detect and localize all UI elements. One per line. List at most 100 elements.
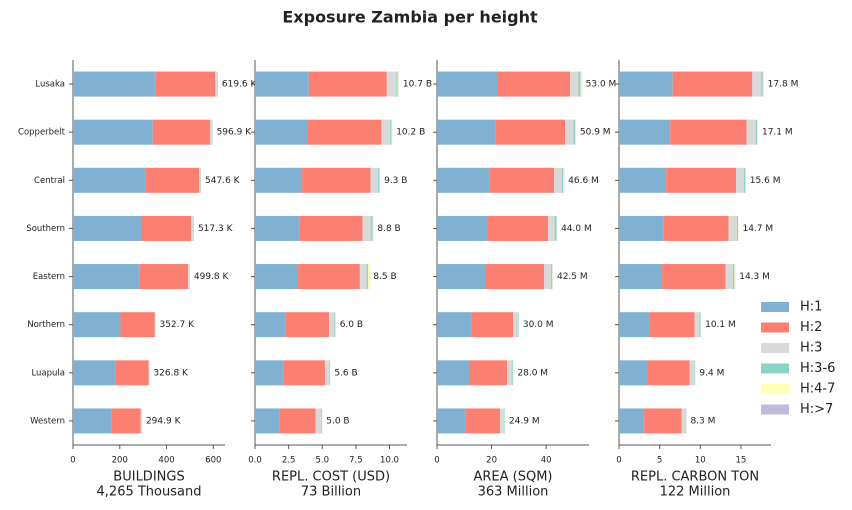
series (73, 71, 156, 434)
bar-segment (255, 215, 300, 241)
y-tick-label: Luapula (31, 368, 65, 378)
total-label: 547.6 K (205, 176, 241, 186)
bar-segment (517, 312, 519, 338)
bar-segment (694, 312, 700, 338)
total-label: 28.0 M (517, 368, 548, 378)
bar-segment (734, 264, 736, 290)
bar-segment (725, 264, 733, 290)
x-tick-label: 0 (434, 456, 439, 466)
total-label: 9.4 M (699, 368, 724, 378)
bar-segment (580, 71, 582, 97)
bar-segment (255, 264, 299, 290)
bar-segment (619, 264, 663, 290)
x-axis-label: BUILDINGS (113, 470, 184, 485)
bar-segment (381, 119, 391, 145)
y-tick-label: Central (34, 176, 65, 186)
bar-segment (504, 408, 505, 434)
bar-segment (391, 119, 393, 145)
bar-segment (437, 408, 466, 434)
total-label: 6.0 B (340, 320, 363, 330)
bar-segment (334, 312, 336, 338)
total-label: 50.9 M (580, 128, 611, 138)
bar-segment (495, 119, 566, 145)
bar-segment (188, 264, 190, 290)
bar-segment (465, 408, 501, 434)
bar-segment (437, 119, 496, 145)
bar-segment (283, 360, 325, 386)
series (141, 71, 218, 434)
bar-segment (437, 215, 487, 241)
bar-segment (554, 215, 557, 241)
series (644, 71, 753, 434)
bar-segment (386, 71, 397, 97)
series (685, 71, 763, 434)
x-tick-label: 600 (205, 456, 221, 466)
x-tick-label: 15 (736, 456, 747, 466)
bar-segment (378, 167, 380, 193)
bar-segment (437, 360, 469, 386)
bar-segment (689, 360, 695, 386)
bar-segment (73, 312, 121, 338)
y-tick-label: Eastern (33, 272, 65, 282)
total-label: 5.6 B (334, 368, 357, 378)
bar-segment (285, 312, 329, 338)
total-label: 30.0 M (523, 320, 554, 330)
legend-swatch (761, 363, 789, 374)
bar-segment (390, 119, 392, 145)
bar-segment (255, 71, 309, 97)
bar-segment (578, 71, 581, 97)
total-label: 5.0 B (326, 416, 349, 426)
legend-swatch (761, 384, 789, 394)
bar-segment (397, 71, 399, 97)
bar-segment (548, 215, 555, 241)
bar-segment (315, 408, 321, 434)
total-label: 8.8 B (377, 224, 400, 234)
bar-segment (367, 264, 370, 290)
x-axis-note: 363 Million (478, 485, 549, 500)
bar-segment (662, 264, 726, 290)
bar-segment (255, 119, 308, 145)
x-tick-label: 0.0 (248, 456, 262, 466)
bar-segment (215, 71, 218, 97)
bar-segment (670, 119, 747, 145)
total-label: 9.3 B (384, 176, 407, 186)
total-label: 46.6 M (568, 176, 599, 186)
series (255, 71, 309, 434)
series (315, 71, 397, 434)
total-label: 14.7 M (742, 224, 773, 234)
series (111, 71, 216, 434)
series (504, 71, 581, 434)
total-label: 24.9 M (509, 416, 540, 426)
bar-segment (544, 264, 551, 290)
bar-segment (217, 71, 218, 97)
bar-segment (155, 71, 216, 97)
bar-segment (575, 119, 576, 145)
bar-segment (619, 360, 648, 386)
series (279, 71, 387, 434)
series (141, 71, 218, 434)
bar-segment (512, 360, 514, 386)
y-tick-label: Western (30, 416, 65, 426)
bar-segment (73, 119, 153, 145)
total-label: 53.0 M (586, 80, 617, 90)
bar-segment (210, 119, 213, 145)
total-label: 42.5 M (557, 272, 588, 282)
bar-segment (139, 264, 189, 290)
bar-segment (73, 71, 156, 97)
x-tick-label: 5 (657, 456, 662, 466)
bar-segment (663, 215, 729, 241)
x-tick-label: 40 (541, 456, 552, 466)
bar-segment (563, 167, 564, 193)
bar-segment (437, 264, 486, 290)
total-label: 17.8 M (768, 80, 799, 90)
legend-swatch (761, 322, 789, 333)
total-label: 517.3 K (198, 224, 234, 234)
bar-segment (647, 360, 690, 386)
bar-segment (73, 215, 142, 241)
total-label: 17.1 M (762, 128, 793, 138)
x-tick-label: 5.0 (315, 456, 329, 466)
total-label: 14.3 M (739, 272, 770, 282)
bar-segment (485, 264, 545, 290)
bar-segment (755, 119, 758, 145)
total-label: 352.7 K (159, 320, 195, 330)
